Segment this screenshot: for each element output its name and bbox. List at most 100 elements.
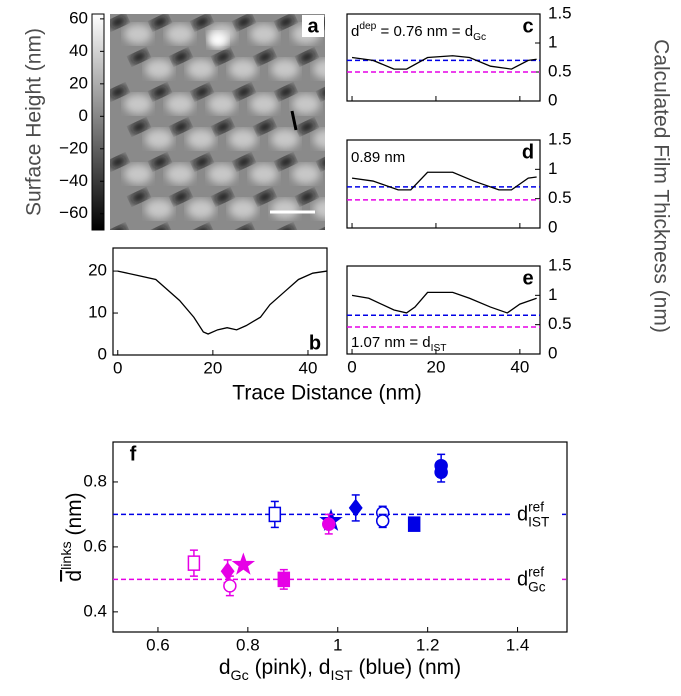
- text-part: IST: [330, 668, 352, 684]
- reference-label-box: [512, 498, 562, 531]
- dark-spot: [172, 121, 190, 133]
- y-tick-label: 0.4: [83, 601, 107, 620]
- y2-tick-label: 1.5: [548, 3, 572, 22]
- dark-spot: [110, 156, 127, 168]
- y2-tick-label: 0.5: [548, 314, 572, 333]
- y-tick-label: 10: [88, 303, 107, 322]
- point: [277, 571, 291, 588]
- bright-spot: [292, 94, 320, 114]
- bright-spot: [187, 59, 215, 79]
- bright-spot: [124, 94, 152, 114]
- text-part: 0.89 nm: [351, 149, 405, 166]
- bright-spot: [145, 129, 173, 149]
- x-axis-label: Trace Distance (nm): [232, 382, 421, 405]
- panel-label-box: [517, 15, 539, 37]
- text-part: d: [351, 23, 359, 40]
- data-line: [351, 55, 537, 70]
- panel-label: d: [522, 141, 534, 163]
- dark-spot: [256, 51, 274, 63]
- y2-tick-label: 0: [548, 217, 557, 236]
- bright-spot: [208, 94, 236, 114]
- plot-frame: [112, 441, 568, 633]
- text-part: 1.07 nm = d: [351, 334, 431, 351]
- bright-spot: [166, 24, 194, 44]
- x-tick-label: 0.6: [146, 635, 170, 654]
- panel-label: f: [130, 443, 137, 465]
- panel-label-box: [304, 332, 326, 354]
- text-part: d: [63, 570, 86, 582]
- bright-spot: [187, 199, 215, 219]
- y2-tick-label: 1.5: [548, 129, 572, 148]
- bright-spot: [292, 164, 320, 184]
- x-tick-label: 1.2: [416, 635, 440, 654]
- data-line: [351, 171, 537, 191]
- point: [223, 579, 237, 593]
- data-line: [351, 291, 537, 314]
- dark-spot: [214, 51, 232, 63]
- data-line: [117, 270, 328, 335]
- y2-tick-label: 0: [548, 90, 557, 109]
- panel-label: a: [307, 15, 319, 37]
- x-tick-label: 0: [113, 358, 122, 377]
- dark-spot: [277, 86, 295, 98]
- plot-frame: [346, 139, 541, 229]
- x-tick-label: 40: [510, 357, 529, 376]
- dark-spot: [110, 226, 127, 230]
- x-tick-label: 0.8: [236, 635, 260, 654]
- y-axis-label: Surface Height (nm): [23, 28, 46, 216]
- plot-frame: [346, 13, 541, 102]
- text-part: ref: [528, 500, 544, 515]
- text-part: (pink), d: [249, 656, 331, 679]
- y2-tick-label: 0.5: [548, 61, 572, 80]
- y2-tick-label: 1: [548, 32, 557, 51]
- dark-spot: [151, 226, 169, 230]
- dark-spot: [193, 226, 211, 230]
- dark-spot: [235, 86, 253, 98]
- dark-spot: [110, 16, 127, 28]
- point: [268, 506, 282, 523]
- dark-spot: [235, 16, 253, 28]
- bright-spot: [124, 164, 152, 184]
- bright-spot: [229, 129, 257, 149]
- text-part: d: [517, 504, 528, 526]
- bright-spot: [271, 199, 299, 219]
- dark-spot: [298, 121, 316, 133]
- dark-spot: [235, 156, 253, 168]
- dark-spot: [319, 86, 325, 98]
- dark-spot: [319, 226, 325, 230]
- bright-spot: [166, 164, 194, 184]
- dark-spot: [277, 16, 295, 28]
- colorbar-tick-label: −60: [59, 203, 88, 222]
- panel-label-box: [517, 267, 539, 289]
- colorbar: [91, 13, 105, 231]
- dark-spot: [256, 121, 274, 133]
- dark-spot: [277, 156, 295, 168]
- point: [407, 516, 421, 532]
- text-part: = 0.76 nm = d: [376, 23, 473, 40]
- dark-spot: [151, 156, 169, 168]
- plot-frame: [112, 247, 328, 356]
- text-part: (nm): [63, 492, 86, 541]
- y2-axis-label: Calculated Film Thickness (nm): [649, 39, 672, 333]
- text-part: IST: [528, 515, 549, 530]
- dark-spot: [235, 226, 253, 230]
- y-tick-label: 0.6: [83, 536, 107, 555]
- text-part: d: [517, 569, 528, 591]
- bright-spot: [229, 199, 257, 219]
- bright-spot: [313, 129, 325, 149]
- bright-spot: [250, 24, 278, 44]
- plot-frame: [346, 265, 541, 355]
- dark-spot: [214, 191, 232, 203]
- dark-spot: [151, 86, 169, 98]
- bright-spot: [250, 164, 278, 184]
- colorbar-tick-label: 40: [69, 41, 88, 60]
- text-part: Gc: [473, 32, 486, 43]
- y2-tick-label: 1: [548, 159, 557, 178]
- dark-spot: [193, 16, 211, 28]
- y2-tick-label: 0: [548, 343, 557, 362]
- y-tick-label: 0.8: [83, 471, 107, 490]
- dark-spot: [193, 86, 211, 98]
- text-part: links: [59, 541, 75, 570]
- dark-spot: [298, 191, 316, 203]
